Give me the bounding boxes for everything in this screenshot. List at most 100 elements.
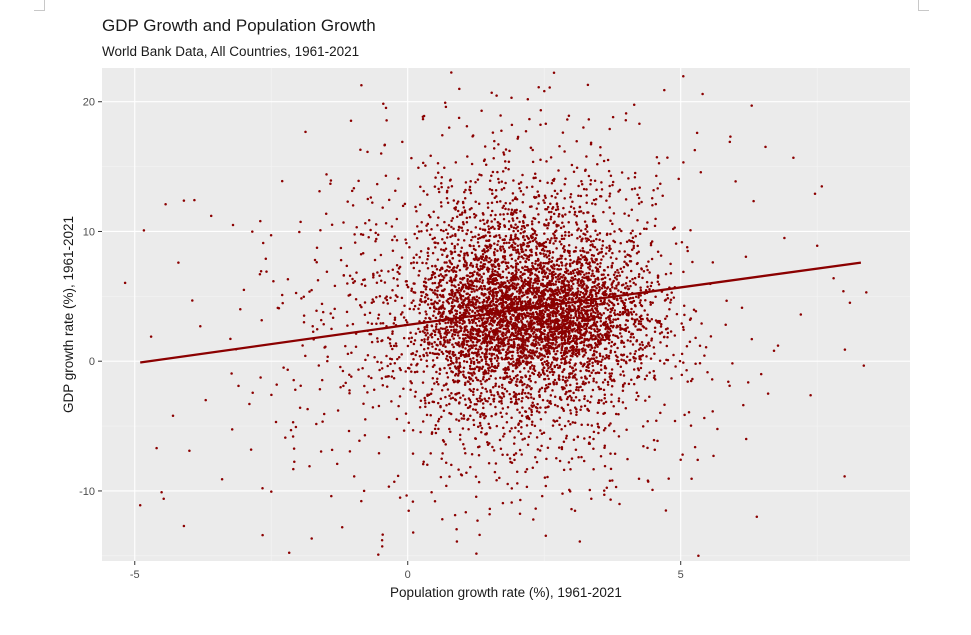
scatter-point bbox=[440, 350, 444, 354]
scatter-point bbox=[606, 273, 610, 277]
scatter-point bbox=[445, 196, 449, 200]
scatter-point bbox=[394, 342, 398, 345]
scatter-point bbox=[430, 336, 434, 339]
scatter-point bbox=[393, 318, 397, 322]
scatter-point bbox=[609, 321, 612, 324]
scatter-point bbox=[429, 317, 432, 321]
scatter-point bbox=[666, 335, 669, 339]
scatter-point bbox=[559, 323, 563, 326]
scatter-point bbox=[394, 189, 397, 192]
scatter-point bbox=[611, 183, 614, 187]
scatter-point bbox=[645, 264, 648, 268]
scatter-point bbox=[640, 314, 643, 317]
scatter-point bbox=[669, 262, 672, 266]
scatter-point bbox=[602, 281, 605, 284]
scatter-point bbox=[568, 365, 572, 368]
scatter-point bbox=[536, 282, 539, 285]
scatter-point bbox=[427, 342, 430, 346]
scatter-point bbox=[430, 264, 434, 268]
scatter-point bbox=[586, 322, 590, 325]
scatter-point bbox=[563, 338, 567, 342]
scatter-point bbox=[540, 332, 544, 335]
scatter-point bbox=[490, 174, 493, 177]
scatter-point bbox=[494, 405, 497, 409]
scatter-point bbox=[514, 242, 517, 246]
scatter-point bbox=[478, 397, 481, 400]
scatter-point bbox=[527, 258, 531, 262]
scatter-point bbox=[496, 392, 500, 396]
scatter-point bbox=[515, 393, 518, 396]
scatter-point bbox=[577, 256, 580, 259]
scatter-point bbox=[471, 265, 475, 268]
scatter-point bbox=[607, 169, 611, 173]
scatter-point bbox=[505, 420, 509, 424]
scatter-point bbox=[379, 152, 383, 155]
scatter-point bbox=[480, 275, 483, 278]
scatter-point bbox=[505, 331, 508, 334]
scatter-point bbox=[669, 301, 672, 304]
scatter-point bbox=[694, 362, 697, 365]
scatter-point bbox=[474, 256, 478, 260]
scatter-point bbox=[595, 350, 598, 354]
scatter-point bbox=[528, 374, 532, 378]
scatter-point bbox=[552, 292, 556, 295]
scatter-point bbox=[502, 217, 506, 221]
scatter-point bbox=[559, 267, 563, 271]
scatter-point bbox=[470, 251, 474, 255]
scatter-point bbox=[494, 257, 497, 261]
scatter-point bbox=[538, 343, 541, 347]
scatter-point bbox=[505, 287, 508, 290]
scatter-point bbox=[594, 371, 598, 375]
scatter-point bbox=[600, 250, 604, 254]
scatter-point bbox=[482, 248, 486, 251]
scatter-point bbox=[494, 377, 497, 380]
scatter-point bbox=[628, 259, 632, 263]
scatter-point bbox=[614, 412, 618, 416]
scatter-point bbox=[483, 356, 487, 359]
scatter-point bbox=[492, 370, 496, 373]
scatter-point bbox=[488, 287, 492, 291]
scatter-point bbox=[384, 106, 388, 110]
scatter-point bbox=[527, 302, 531, 306]
scatter-point bbox=[554, 276, 558, 279]
scatter-point bbox=[551, 312, 554, 315]
scatter-point bbox=[605, 332, 608, 335]
scatter-point bbox=[475, 285, 478, 288]
scatter-point bbox=[635, 313, 638, 316]
scatter-point bbox=[497, 346, 500, 350]
scatter-point bbox=[567, 272, 570, 276]
scatter-point bbox=[624, 282, 628, 285]
scatter-point bbox=[574, 388, 578, 392]
scatter-point bbox=[566, 269, 570, 272]
scatter-point bbox=[499, 200, 502, 203]
scatter-point bbox=[600, 277, 604, 281]
scatter-point bbox=[450, 262, 454, 266]
scatter-point bbox=[523, 437, 526, 440]
scatter-point bbox=[450, 225, 453, 229]
scatter-point bbox=[398, 272, 401, 276]
scatter-point bbox=[484, 399, 488, 402]
scatter-point bbox=[615, 257, 618, 260]
scatter-point bbox=[452, 351, 455, 354]
scatter-point bbox=[575, 214, 579, 218]
scatter-point bbox=[547, 322, 550, 326]
scatter-point bbox=[531, 261, 534, 265]
scatter-point bbox=[537, 270, 541, 274]
scatter-point bbox=[511, 238, 515, 241]
scatter-point bbox=[566, 403, 570, 407]
scatter-point bbox=[588, 261, 591, 264]
scatter-point bbox=[590, 202, 594, 205]
scatter-point bbox=[572, 391, 575, 395]
scatter-point bbox=[630, 208, 634, 212]
scatter-point bbox=[626, 308, 629, 312]
scatter-point bbox=[510, 123, 514, 127]
scatter-point bbox=[582, 308, 585, 312]
scatter-point bbox=[557, 224, 560, 227]
scatter-point bbox=[536, 402, 539, 406]
scatter-point bbox=[610, 368, 614, 371]
scatter-point bbox=[611, 251, 614, 255]
scatter-point bbox=[505, 374, 509, 378]
scatter-point bbox=[515, 361, 519, 364]
scatter-point bbox=[540, 361, 544, 365]
scatter-point bbox=[468, 347, 472, 351]
